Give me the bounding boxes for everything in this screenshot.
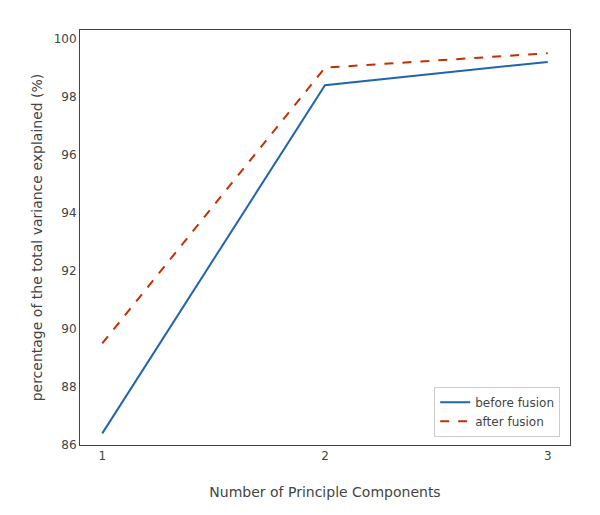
svg-text:percentage of the total varian: percentage of the total variance explain… <box>29 74 45 402</box>
svg-text:2: 2 <box>321 449 329 463</box>
svg-text:3: 3 <box>544 449 552 463</box>
svg-text:86: 86 <box>61 438 76 452</box>
svg-text:92: 92 <box>61 264 76 278</box>
svg-text:88: 88 <box>61 380 76 394</box>
svg-text:100: 100 <box>54 32 77 46</box>
svg-text:1: 1 <box>98 449 106 463</box>
svg-text:before fusion: before fusion <box>475 396 554 410</box>
svg-text:96: 96 <box>61 148 76 162</box>
svg-text:after fusion: after fusion <box>475 415 544 429</box>
svg-text:90: 90 <box>61 322 76 336</box>
svg-text:98: 98 <box>61 90 76 104</box>
svg-text:Number of Principle Components: Number of Principle Components <box>209 484 440 500</box>
svg-text:94: 94 <box>61 206 76 220</box>
